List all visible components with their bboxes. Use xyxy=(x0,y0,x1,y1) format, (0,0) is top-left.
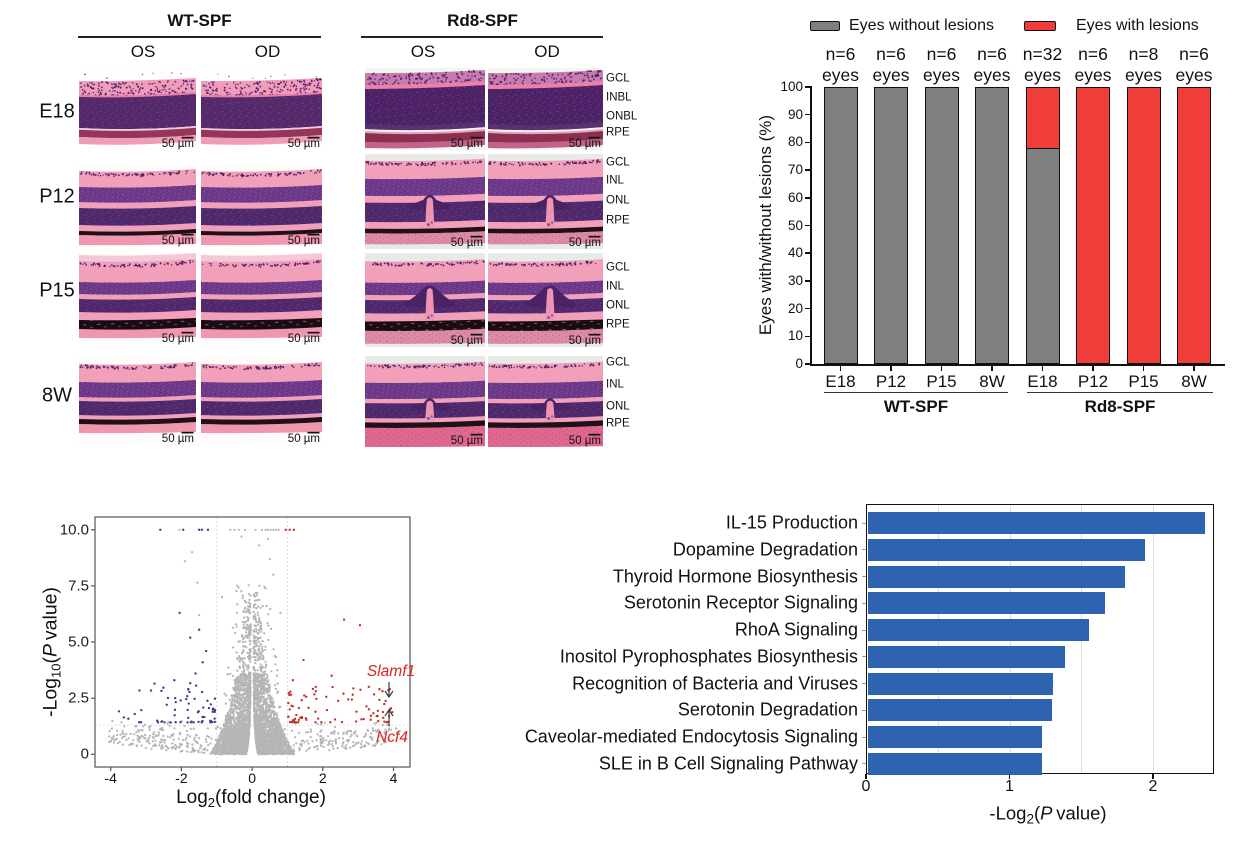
svg-text:50 µm: 50 µm xyxy=(451,138,483,150)
svg-text:50 µm: 50 µm xyxy=(569,335,601,347)
svg-text:50 µm: 50 µm xyxy=(162,138,194,150)
svg-text:50 µm: 50 µm xyxy=(451,335,483,347)
svg-text:50 µm: 50 µm xyxy=(288,433,320,445)
svg-text:50 µm: 50 µm xyxy=(569,138,601,150)
svg-text:50 µm: 50 µm xyxy=(288,333,320,345)
svg-text:50 µm: 50 µm xyxy=(162,433,194,445)
svg-text:50 µm: 50 µm xyxy=(288,138,320,150)
svg-text:50 µm: 50 µm xyxy=(162,333,194,345)
svg-text:50 µm: 50 µm xyxy=(162,235,194,247)
svg-text:50 µm: 50 µm xyxy=(569,435,601,447)
svg-text:50 µm: 50 µm xyxy=(288,235,320,247)
svg-text:50 µm: 50 µm xyxy=(569,237,601,249)
svg-text:50 µm: 50 µm xyxy=(451,237,483,249)
svg-text:50 µm: 50 µm xyxy=(451,435,483,447)
